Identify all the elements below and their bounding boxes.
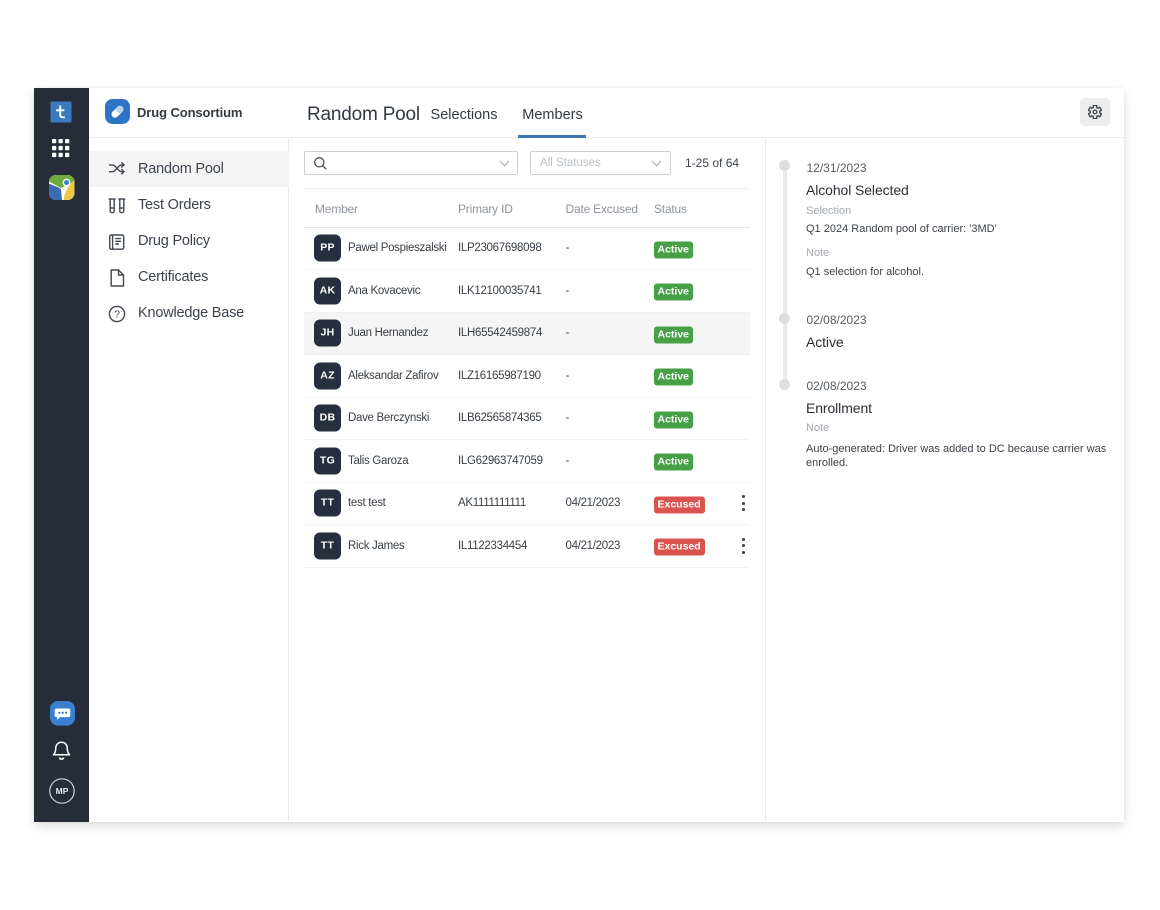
svg-text:?: ? — [114, 308, 120, 320]
svg-text:MP: MP — [56, 786, 69, 796]
